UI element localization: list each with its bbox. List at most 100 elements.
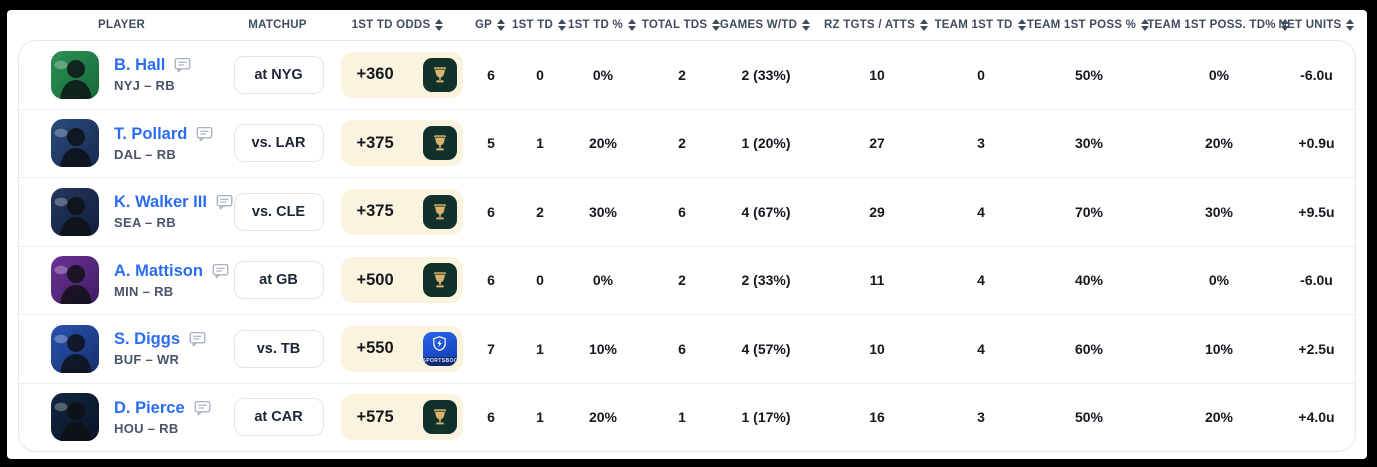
trophy-sportsbook-icon[interactable] bbox=[422, 57, 457, 92]
team-first-td-value: 3 bbox=[977, 135, 985, 152]
comment-icon[interactable] bbox=[194, 400, 211, 416]
first-td-odds-button[interactable]: +500 bbox=[340, 257, 463, 304]
player-avatar[interactable] bbox=[51, 187, 99, 236]
comment-icon[interactable] bbox=[212, 263, 229, 279]
player-name-link[interactable]: B. Hall bbox=[114, 56, 166, 75]
comment-icon[interactable] bbox=[216, 194, 233, 210]
matchup-cell: vs. TB bbox=[226, 329, 331, 368]
rz-tgts-atts-value: 10 bbox=[869, 340, 885, 357]
player-team-position: BUF – WR bbox=[114, 352, 180, 368]
sort-icon[interactable] bbox=[920, 19, 929, 31]
column-header-team-1st-poss-td-pct[interactable]: TEAM 1ST POSS. TD% bbox=[1147, 19, 1289, 31]
sort-icon[interactable] bbox=[628, 19, 637, 31]
first-td-odds-button[interactable]: +360 bbox=[340, 51, 463, 98]
player-name-link[interactable]: A. Mattison bbox=[114, 261, 203, 280]
odds-cell: +360 bbox=[331, 51, 466, 98]
sort-icon[interactable] bbox=[1017, 19, 1026, 31]
gp-value: 5 bbox=[487, 135, 495, 152]
team-first-poss-pct-value: 50% bbox=[1074, 409, 1104, 426]
games-w-td-value: 2 (33%) bbox=[741, 66, 791, 83]
matchup-button[interactable]: vs. LAR bbox=[233, 124, 324, 163]
sort-icon[interactable] bbox=[712, 19, 721, 31]
table-header-row: PLAYER MATCHUP 1ST TD ODDS GP 1ST TD 1ST… bbox=[18, 10, 1356, 40]
sort-icon[interactable] bbox=[558, 19, 567, 31]
player-info: T. Pollard DAL – RB bbox=[114, 125, 213, 162]
player-name-link[interactable]: S. Diggs bbox=[114, 330, 181, 349]
player-cell: D. Pierce HOU – RB bbox=[19, 393, 226, 442]
odds-cell: +375 bbox=[331, 120, 466, 167]
comment-icon[interactable] bbox=[196, 126, 213, 142]
first-td-odds-button[interactable]: +550 bbox=[340, 325, 463, 372]
column-header-team-1st-poss-pct[interactable]: TEAM 1ST POSS % bbox=[1017, 19, 1159, 31]
column-header-label: TOTAL TDS bbox=[641, 19, 708, 31]
column-header-total-tds[interactable]: TOTAL TDS bbox=[641, 19, 721, 31]
rz-tgts-atts-value: 10 bbox=[869, 66, 885, 83]
column-header-net-units[interactable]: NET UNITS bbox=[1277, 19, 1356, 31]
comment-icon[interactable] bbox=[174, 57, 191, 73]
player-avatar[interactable] bbox=[51, 393, 99, 442]
trophy-sportsbook-icon[interactable] bbox=[422, 400, 457, 435]
player-avatar[interactable] bbox=[51, 324, 99, 373]
team-first-poss-td-pct-value: 20% bbox=[1204, 135, 1234, 152]
column-header-1st-td-odds[interactable]: 1ST TD ODDS bbox=[330, 19, 465, 31]
team-first-poss-td-pct-value: 20% bbox=[1204, 409, 1234, 426]
sort-icon[interactable] bbox=[1280, 19, 1289, 31]
column-header-label: TEAM 1ST POSS. TD% bbox=[1147, 19, 1276, 31]
comment-icon[interactable] bbox=[189, 331, 206, 347]
team-first-td-value: 3 bbox=[977, 409, 985, 426]
player-avatar[interactable] bbox=[51, 256, 99, 305]
total-tds-value: 1 bbox=[678, 409, 686, 426]
player-avatar[interactable] bbox=[51, 50, 99, 99]
games-w-td-value: 2 (33%) bbox=[741, 272, 791, 289]
player-photo-silhouette bbox=[54, 196, 92, 236]
column-header-1st-td[interactable]: 1ST TD bbox=[512, 19, 567, 31]
player-name-link[interactable]: K. Walker III bbox=[114, 193, 207, 212]
player-info: A. Mattison MIN – RB bbox=[114, 262, 229, 299]
rz-tgts-atts-value: 29 bbox=[869, 203, 885, 220]
table-row: S. Diggs BUF – WR vs. TB +5 bbox=[19, 314, 1355, 383]
column-header-label: TEAM 1ST POSS % bbox=[1026, 19, 1137, 31]
player-team-position: NYJ – RB bbox=[114, 78, 175, 94]
matchup-button[interactable]: at CAR bbox=[233, 398, 324, 437]
first-td-odds-button[interactable]: +575 bbox=[340, 394, 463, 441]
sort-icon[interactable] bbox=[435, 19, 444, 31]
player-info: K. Walker III SEA – RB bbox=[114, 193, 233, 230]
sort-icon[interactable] bbox=[1141, 19, 1150, 31]
matchup-button[interactable]: vs. CLE bbox=[233, 192, 324, 231]
column-header-1st-td-pct[interactable]: 1ST TD % bbox=[563, 19, 641, 31]
player-name-link[interactable]: D. Pierce bbox=[114, 398, 185, 417]
first-td-pct-value: 30% bbox=[588, 203, 618, 220]
column-header-games-w-td[interactable]: GAMES W/TD bbox=[720, 19, 811, 31]
column-header-gp[interactable]: GP bbox=[465, 19, 515, 31]
sort-icon[interactable] bbox=[1346, 19, 1355, 31]
matchup-cell: at NYG bbox=[226, 55, 331, 94]
trophy-sportsbook-icon[interactable] bbox=[422, 194, 457, 229]
table-row: A. Mattison MIN – RB at GB bbox=[19, 245, 1355, 315]
sort-icon[interactable] bbox=[497, 19, 506, 31]
first-td-value: 2 bbox=[536, 203, 544, 220]
total-tds-value: 6 bbox=[678, 203, 686, 220]
column-header-rz-tgts-atts[interactable]: RZ TGTS / ATTS bbox=[809, 19, 943, 31]
trophy-sportsbook-icon[interactable] bbox=[422, 126, 457, 161]
trophy-sportsbook-icon[interactable] bbox=[422, 263, 457, 298]
first-td-odds-button[interactable]: +375 bbox=[340, 120, 463, 167]
team-first-poss-pct-value: 50% bbox=[1074, 66, 1104, 83]
matchup-button[interactable]: at GB bbox=[233, 261, 324, 300]
table-row: D. Pierce HOU – RB at CAR + bbox=[19, 382, 1355, 452]
fanduel-sportsbook-icon[interactable]: SPORTSBOOK bbox=[422, 331, 457, 366]
player-avatar[interactable] bbox=[51, 119, 99, 168]
column-header-label: 1ST TD % bbox=[567, 19, 624, 31]
player-photo-silhouette bbox=[54, 402, 92, 442]
total-tds-value: 6 bbox=[678, 340, 686, 357]
column-header-team-1st-td[interactable]: TEAM 1ST TD bbox=[934, 19, 1026, 31]
player-name-link[interactable]: T. Pollard bbox=[114, 124, 188, 143]
team-first-poss-td-pct-value: 0% bbox=[1208, 272, 1230, 289]
player-info: D. Pierce HOU – RB bbox=[114, 399, 211, 436]
matchup-button[interactable]: at NYG bbox=[233, 55, 324, 94]
net-units-value: +0.9u bbox=[1298, 135, 1335, 152]
table-row: K. Walker III SEA – RB vs. CLE bbox=[19, 177, 1355, 246]
matchup-button[interactable]: vs. TB bbox=[233, 329, 324, 368]
first-td-odds-button[interactable]: +375 bbox=[340, 188, 463, 235]
sort-icon[interactable] bbox=[802, 19, 811, 31]
